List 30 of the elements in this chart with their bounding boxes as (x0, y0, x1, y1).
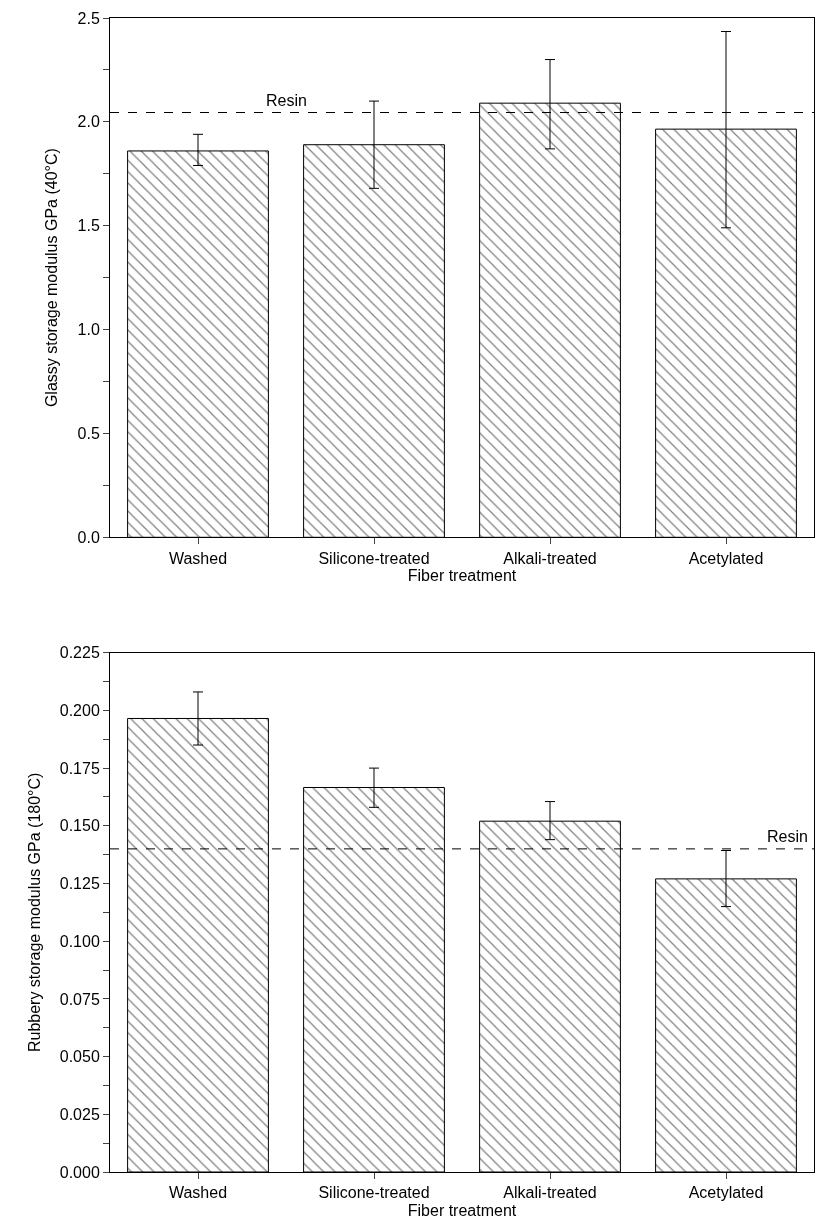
y-tick-label: 0.125 (59, 875, 100, 893)
y-tick-label: 0.175 (59, 759, 100, 777)
ref-line-label: Resin (266, 92, 307, 109)
x-tick-label: Silicone-treated (318, 1184, 430, 1202)
y-tick-label: 0.025 (59, 1105, 100, 1123)
x-tick-label: Acetylated (688, 549, 764, 567)
y-tick-label: 1.5 (77, 217, 100, 235)
y-tick-label: 0.0 (77, 528, 100, 546)
x-tick-label: Silicone-treated (318, 549, 430, 567)
ref-line-label: Resin (767, 828, 808, 845)
x-tick-label: Alkali-treated (503, 1184, 597, 1202)
y-tick-label: 2.5 (77, 9, 100, 27)
x-tick-label: Washed (168, 1184, 228, 1202)
y-tick-label: 0.200 (59, 702, 100, 719)
y-tick-label: 0.075 (59, 990, 100, 1008)
x-axis-title: Fiber treatment (407, 1201, 517, 1219)
x-axis-title: Fiber treatment (407, 567, 517, 585)
x-tick-label: Acetylated (688, 1184, 764, 1202)
y-tick-label: 0.100 (59, 932, 100, 950)
y-tick-label: 1.0 (77, 321, 100, 339)
y-tick-label: 0.5 (77, 425, 100, 443)
y-axis-title: Rubbery storage modulus GPa (180°C) (25, 772, 43, 1053)
x-tick-label: Washed (168, 549, 228, 567)
y-tick-label: 0.150 (59, 817, 100, 835)
y-tick-label: 0.050 (59, 1048, 100, 1066)
y-tick-label: 2.0 (77, 113, 100, 131)
y-tick-label: 0.225 (59, 644, 100, 662)
x-tick-label: Alkali-treated (503, 549, 597, 567)
y-tick-label: 0.000 (59, 1163, 100, 1181)
y-axis-title: Glassy storage modulus GPa (40°C) (43, 148, 61, 408)
